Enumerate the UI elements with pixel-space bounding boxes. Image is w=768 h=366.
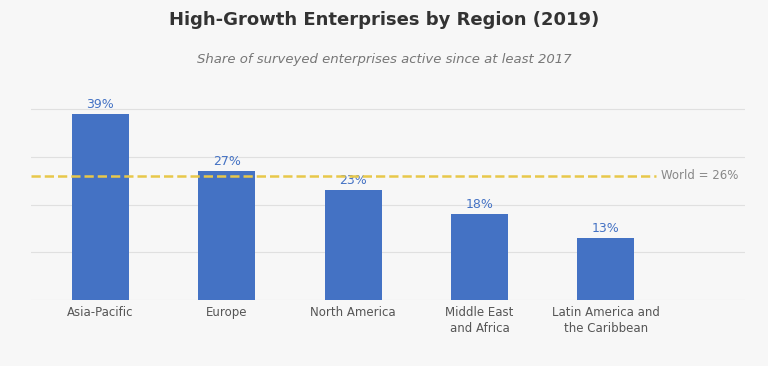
Bar — [71, 114, 129, 300]
Text: 27%: 27% — [213, 155, 240, 168]
Bar — [578, 238, 634, 300]
Text: High-Growth Enterprises by Region (2019): High-Growth Enterprises by Region (2019) — [169, 11, 599, 29]
Text: 13%: 13% — [592, 222, 620, 235]
Text: 18%: 18% — [465, 198, 493, 211]
Bar — [451, 214, 508, 300]
Text: Share of surveyed enterprises active since at least 2017: Share of surveyed enterprises active sin… — [197, 53, 571, 66]
Text: 23%: 23% — [339, 175, 367, 187]
Bar — [325, 190, 382, 300]
Text: 39%: 39% — [86, 98, 114, 111]
Text: World = 26%: World = 26% — [661, 169, 739, 183]
Bar — [198, 171, 255, 300]
